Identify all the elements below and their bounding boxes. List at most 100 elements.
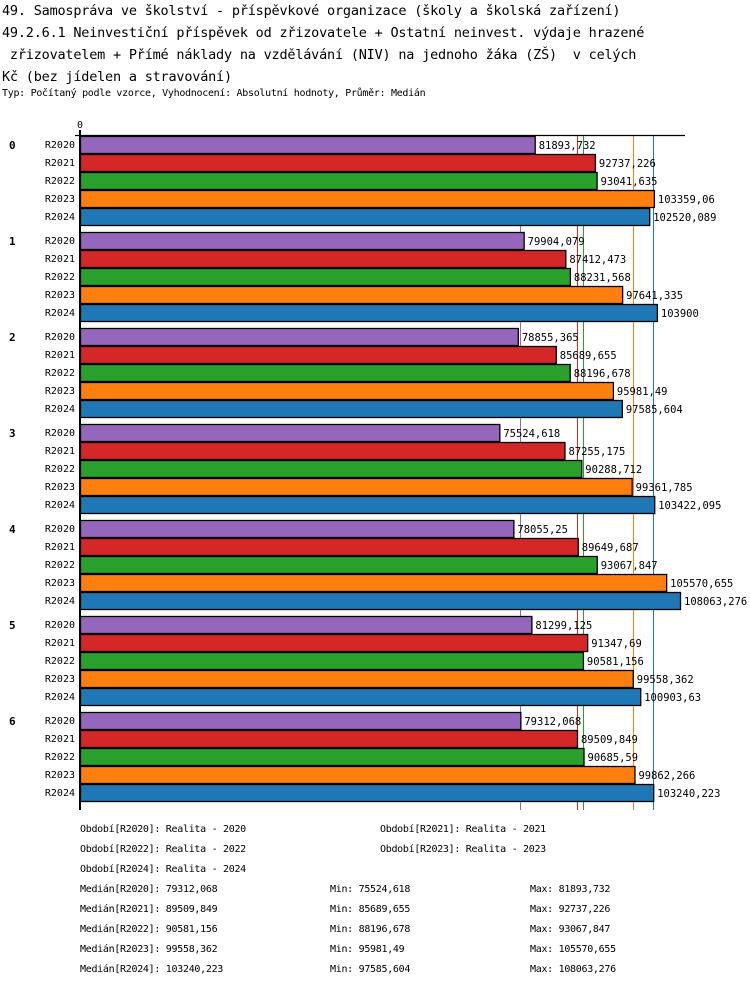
- data-label: 92737,226: [599, 158, 656, 170]
- data-label: 99862,266: [638, 770, 695, 782]
- series-tick-label: R2021: [45, 638, 75, 649]
- bar-r2022: [79, 459, 583, 479]
- series-tick-label: R2024: [45, 308, 75, 319]
- data-label: 79312,068: [524, 716, 581, 728]
- data-label: 95981,49: [617, 386, 668, 398]
- group-label: 5: [9, 619, 16, 632]
- data-label: 90288,712: [585, 464, 642, 476]
- data-label: 100903,63: [644, 692, 701, 704]
- chart-title-line-4: Kč (bez jídelen a stravování): [2, 69, 232, 85]
- stat-median: Medián[R2020]: 79312,068: [80, 884, 218, 895]
- chart-title-line-1: 49. Samospráva ve školství - příspěvkové…: [2, 3, 621, 19]
- series-tick-label: R2022: [45, 656, 75, 667]
- chart-subtitle: Typ: Počítaný podle vzorce, Vyhodnocení:…: [2, 88, 426, 99]
- data-label: 103422,095: [658, 500, 721, 512]
- data-label: 105570,655: [670, 578, 733, 590]
- stat-median: Medián[R2021]: 89509,849: [80, 904, 218, 915]
- series-tick-label: R2022: [45, 176, 75, 187]
- data-label: 88231,568: [574, 272, 631, 284]
- axis-zero-label: 0: [77, 120, 83, 131]
- bar-r2023: [79, 189, 656, 209]
- data-label: 103240,223: [657, 788, 720, 800]
- bar-r2023: [79, 765, 636, 785]
- chart-title-line-2: 49.2.6.1 Neinvestiční příspěvek od zřizo…: [2, 25, 645, 41]
- series-tick-label: R2023: [45, 290, 75, 301]
- legend-period-r2023: Období[R2023]: Realita - 2023: [380, 844, 546, 855]
- bar-r2020: [79, 615, 533, 635]
- group-label: 1: [9, 235, 16, 248]
- series-tick-label: R2022: [45, 752, 75, 763]
- series-tick-label: R2020: [45, 524, 75, 535]
- data-label: 89509,849: [581, 734, 638, 746]
- bar-r2022: [79, 747, 585, 767]
- stat-median: Medián[R2024]: 103240,223: [80, 964, 224, 975]
- bar-r2024: [79, 495, 656, 515]
- data-label: 91347,69: [591, 638, 642, 650]
- data-label: 81299,125: [535, 620, 592, 632]
- series-tick-label: R2021: [45, 254, 75, 265]
- stat-min: Min: 95981,49: [330, 944, 405, 955]
- bar-r2024: [79, 591, 682, 611]
- bar-r2023: [79, 669, 634, 689]
- series-tick-label: R2022: [45, 368, 75, 379]
- data-label: 90685,59: [588, 752, 639, 764]
- legend-period-r2024: Období[R2024]: Realita - 2024: [80, 864, 246, 875]
- series-tick-label: R2021: [45, 158, 75, 169]
- group-label: 3: [9, 427, 16, 440]
- stat-min: Min: 85689,655: [330, 904, 411, 915]
- series-tick-label: R2021: [45, 542, 75, 553]
- bar-r2020: [79, 423, 501, 443]
- bar-r2021: [79, 537, 579, 557]
- data-label: 79904,079: [528, 236, 585, 248]
- data-label: 87412,473: [569, 254, 626, 266]
- bar-r2022: [79, 651, 585, 671]
- data-label: 89649,687: [582, 542, 639, 554]
- data-label: 99361,785: [636, 482, 693, 494]
- series-tick-label: R2024: [45, 404, 75, 415]
- stat-max: Max: 108063,276: [530, 964, 616, 975]
- bar-r2020: [79, 231, 525, 251]
- group-label: 0: [9, 139, 16, 152]
- group-label: 2: [9, 331, 16, 344]
- stat-max: Max: 105570,655: [530, 944, 616, 955]
- group-label: 6: [9, 715, 16, 728]
- data-label: 108063,276: [684, 596, 747, 608]
- stat-median: Medián[R2022]: 90581,156: [80, 924, 218, 935]
- bar-r2021: [79, 249, 567, 269]
- data-label: 78855,365: [522, 332, 579, 344]
- series-tick-label: R2024: [45, 692, 75, 703]
- data-label: 103359,06: [658, 194, 715, 206]
- series-tick-label: R2024: [45, 212, 75, 223]
- data-label: 103900: [661, 308, 699, 320]
- data-label: 75524,618: [503, 428, 560, 440]
- stat-max: Max: 92737,226: [530, 904, 611, 915]
- legend-period-r2022: Období[R2022]: Realita - 2022: [80, 844, 246, 855]
- legend-period-r2020: Období[R2020]: Realita - 2020: [80, 824, 246, 835]
- data-label: 87255,175: [568, 446, 625, 458]
- chart-title-line-3: zřizovatelem + Přímé náklady na vzdělává…: [2, 47, 637, 63]
- series-tick-label: R2020: [45, 620, 75, 631]
- data-label: 99558,362: [637, 674, 694, 686]
- series-tick-label: R2023: [45, 674, 75, 685]
- data-label: 93041,635: [601, 176, 658, 188]
- series-tick-label: R2023: [45, 386, 75, 397]
- stat-min: Min: 88196,678: [330, 924, 411, 935]
- series-tick-label: R2021: [45, 734, 75, 745]
- bar-r2022: [79, 267, 572, 287]
- data-label: 85689,655: [560, 350, 617, 362]
- series-tick-label: R2021: [45, 446, 75, 457]
- bar-r2021: [79, 441, 566, 461]
- data-label: 97585,604: [626, 404, 683, 416]
- bar-r2020: [79, 327, 519, 347]
- data-label: 102520,089: [653, 212, 716, 224]
- data-label: 90581,156: [587, 656, 644, 668]
- bar-r2022: [79, 363, 571, 383]
- bar-r2021: [79, 345, 557, 365]
- bar-r2023: [79, 477, 633, 497]
- series-tick-label: R2023: [45, 578, 75, 589]
- stat-min: Min: 75524,618: [330, 884, 411, 895]
- data-label: 97641,335: [626, 290, 683, 302]
- series-tick-label: R2023: [45, 482, 75, 493]
- bar-r2021: [79, 729, 579, 749]
